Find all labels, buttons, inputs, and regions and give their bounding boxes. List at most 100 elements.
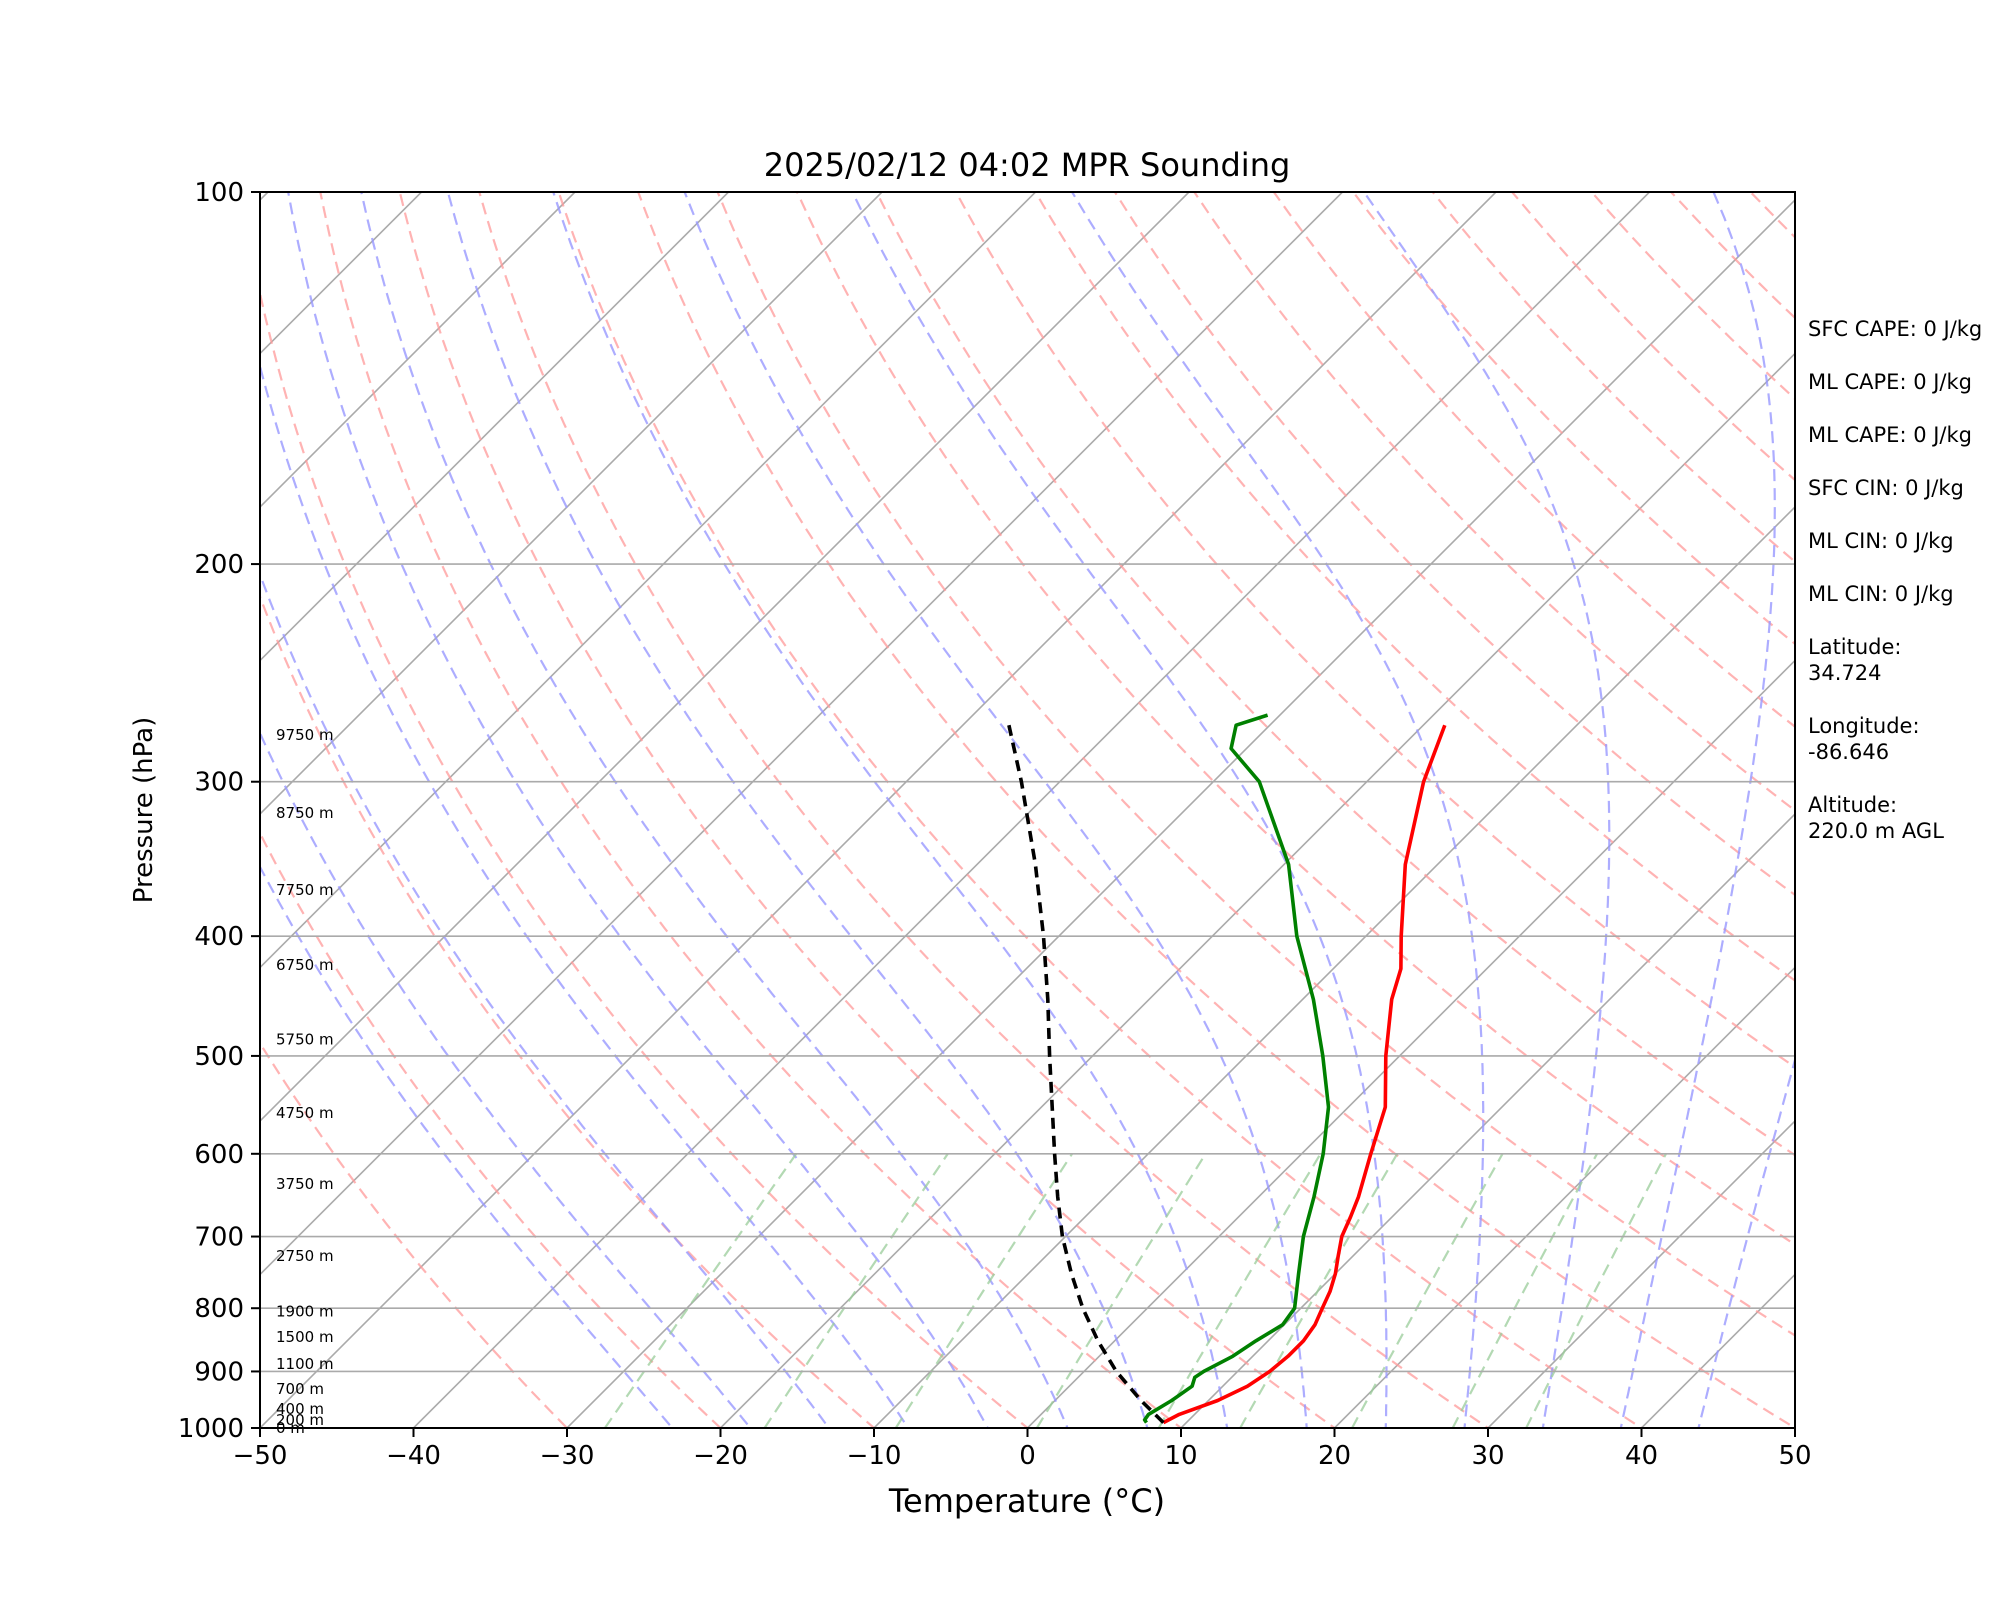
mixing-ratio-line [1351, 1153, 1504, 1428]
isotherm-line [1180, 812, 1795, 1428]
y-tick-label: 100 [194, 178, 244, 208]
dry-adiabat-line [1272, 192, 1795, 729]
dry-adiabat-line [1113, 192, 1795, 897]
dry-adiabat-line [637, 192, 1795, 1428]
y-tick-label: 400 [194, 922, 244, 952]
isotherm-line [260, 192, 883, 816]
dry-adiabat-line [478, 192, 1490, 1428]
dry-adiabat-line [716, 192, 1795, 1337]
mixing-ratio-line [1239, 1153, 1399, 1428]
mixing-ratio-line [1157, 1153, 1322, 1428]
moist-adiabat-line [446, 192, 1149, 1428]
ml-cin-stat: ML CIN: 0 J/kg [1808, 529, 1954, 553]
mixing-ratio-line [894, 1153, 1074, 1428]
dewpoint-profile-line [1142, 713, 1331, 1424]
longitude-label: Longitude: [1808, 714, 1920, 738]
isotherm-line [1487, 1119, 1795, 1428]
altitude-stat: Altitude: 220.0 m AGL [1808, 792, 1998, 844]
height-label: 7750 m [276, 881, 334, 899]
x-axis-ticks: −50 −40 −30 −20 −10 0 10 20 30 40 50 [233, 1428, 1812, 1471]
height-label: 8750 m [276, 804, 334, 822]
height-label: 5750 m [276, 1031, 334, 1049]
latitude-label: Latitude: [1808, 635, 1902, 659]
height-label: 6750 m [276, 956, 334, 974]
moist-adiabat-line [260, 361, 910, 1428]
longitude-value: -86.646 [1808, 740, 1890, 764]
isotherm-line [1026, 659, 1795, 1428]
height-label: 200 m [276, 1411, 324, 1429]
height-label: 4750 m [276, 1104, 334, 1122]
dry-adiabat-line [557, 192, 1644, 1428]
y-tick-label: 500 [194, 1042, 244, 1072]
x-tick-label: −30 [540, 1441, 595, 1471]
y-tick-label: 200 [194, 550, 244, 580]
height-label: 400 m [276, 1400, 324, 1418]
moist-adiabat-line [1619, 192, 1776, 1428]
ml-cape-stat-2: ML CAPE: 0 J/kg [1808, 423, 1973, 447]
altitude-value: 220.0 m AGL [1808, 819, 1944, 843]
ml-cin-stat-2: ML CIN: 0 J/kg [1808, 582, 1954, 606]
isotherm-line [260, 192, 1190, 1123]
dry-adiabat-line [398, 192, 1337, 1428]
y-tick-label: 1000 [178, 1414, 244, 1444]
mixing-ratio-line [763, 1153, 949, 1428]
isotherm-line [260, 192, 1344, 1276]
profile-lines [1007, 713, 1447, 1425]
moist-adiabat-line [1071, 192, 1485, 1428]
y-tick-label: 300 [194, 768, 244, 798]
latitude-value: 34.724 [1808, 661, 1882, 685]
y-tick-label: 800 [194, 1294, 244, 1324]
isotherm-line [566, 198, 1795, 1428]
x-axis-label: Temperature (°C) [888, 1482, 1165, 1520]
altitude-label: Altitude: [1808, 793, 1898, 817]
x-tick-label: −40 [386, 1441, 441, 1471]
x-tick-label: 10 [1164, 1441, 1197, 1471]
moist-adiabat-line [287, 192, 989, 1428]
isotherm-line [260, 192, 1037, 969]
temperature-profile-line [1162, 724, 1447, 1425]
mixing-ratio-line [1035, 1153, 1207, 1428]
height-label: 9750 m [276, 726, 334, 744]
moist-adiabat-line [683, 192, 1308, 1428]
mixing-ratio-line [1525, 1153, 1667, 1428]
y-axis-label: Pressure (hPa) [129, 717, 159, 904]
parcel-profile-line [1007, 724, 1165, 1424]
x-tick-label: 30 [1471, 1441, 1504, 1471]
x-tick-label: −20 [693, 1441, 748, 1471]
mixing-ratio-line [1451, 1153, 1598, 1428]
moist-adiabat-line [260, 730, 752, 1428]
background-lines [260, 192, 1795, 1428]
dry-adiabat-line [1193, 192, 1795, 812]
height-label: 700 m [276, 1380, 324, 1398]
isotherm-line [260, 192, 576, 509]
dry-adiabat-line [875, 192, 1795, 1157]
dry-adiabat-line [260, 288, 1030, 1428]
y-tick-label: 600 [194, 1140, 244, 1170]
sfc-cape-stat: SFC CAPE: 0 J/kg [1808, 317, 1983, 341]
height-label: 1900 m [276, 1303, 334, 1321]
sounding-stats-panel: SFC CAPE: 0 J/kg ML CAPE: 0 J/kg ML CAPE… [1808, 316, 1998, 871]
x-tick-label: 0 [1019, 1441, 1036, 1471]
height-label: 1100 m [276, 1355, 334, 1373]
ml-cape-stat: ML CAPE: 0 J/kg [1808, 370, 1973, 394]
moist-adiabat-line [1363, 192, 1611, 1428]
dry-adiabat-line [319, 192, 1183, 1428]
dry-adiabat-line [796, 192, 1795, 1246]
x-tick-label: 20 [1318, 1441, 1351, 1471]
x-tick-label: −50 [233, 1441, 288, 1471]
isotherm-line [873, 505, 1795, 1428]
x-tick-label: 50 [1778, 1441, 1811, 1471]
dry-adiabat-line [1352, 192, 1795, 646]
isotherm-line [260, 192, 1497, 1428]
dry-adiabat-line [1034, 192, 1795, 982]
height-label: 1500 m [276, 1328, 334, 1346]
moist-adiabat-line [360, 192, 1069, 1428]
isotherm-line [1333, 966, 1795, 1428]
dry-adiabat-line [260, 830, 723, 1428]
y-axis-ticks: 100 200 300 400 500 600 700 800 900 1000 [178, 178, 260, 1444]
isobar-gridlines [260, 192, 1795, 1428]
moist-adiabat-line [1697, 1055, 1795, 1428]
